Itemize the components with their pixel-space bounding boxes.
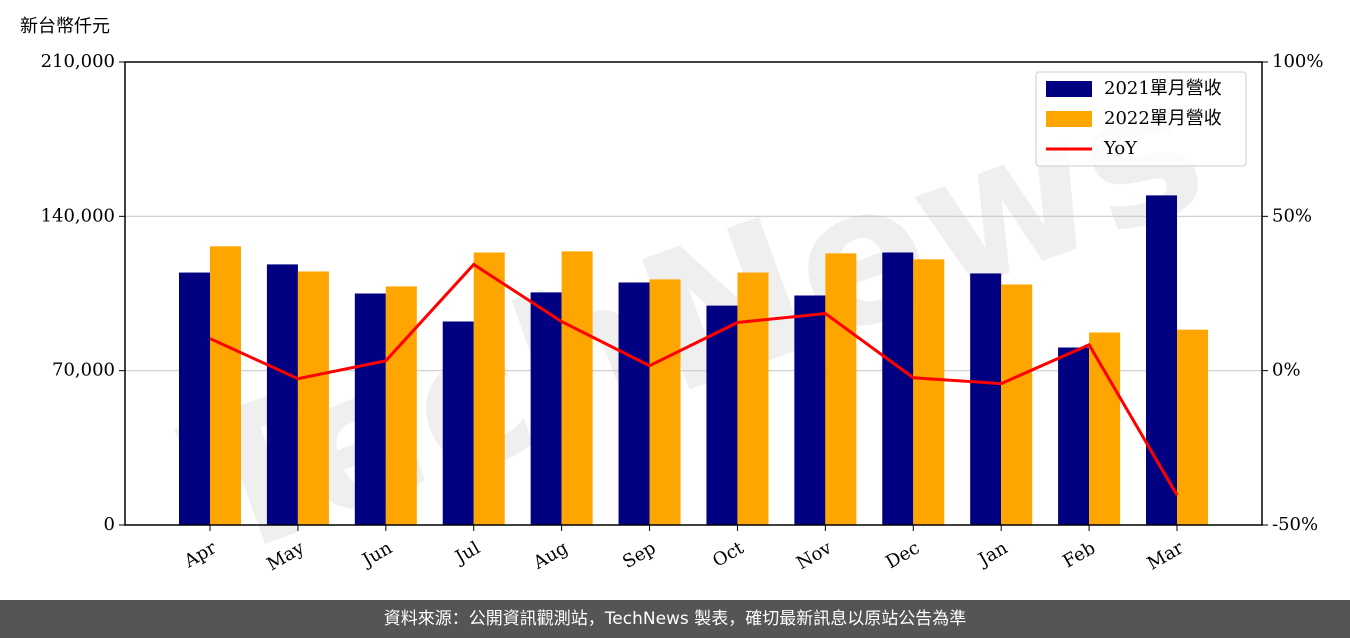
- x-tick-label: Dec: [882, 537, 923, 573]
- y2-tick-label: 0%: [1272, 360, 1301, 381]
- footer-bar: [0, 600, 1350, 638]
- bar: [561, 251, 593, 526]
- y-tick-label: 140,000: [41, 205, 115, 226]
- bar: [179, 272, 210, 525]
- bar: [882, 252, 914, 525]
- legend-swatch: [1046, 81, 1092, 97]
- plot-frame: [124, 61, 1263, 526]
- bar: [354, 293, 386, 525]
- bar: [530, 292, 562, 525]
- bar: [210, 246, 241, 525]
- bar: [618, 282, 650, 525]
- bar: [1146, 195, 1177, 525]
- bar: [649, 279, 681, 525]
- y2-tick-label: 100%: [1272, 51, 1323, 72]
- y-tick-label: 0: [104, 514, 115, 535]
- x-tick-label: Aug: [529, 537, 572, 574]
- y2-tick-label: -50%: [1272, 514, 1318, 535]
- legend-swatch: [1046, 111, 1092, 127]
- bar: [473, 252, 505, 525]
- bar: [385, 286, 417, 525]
- bar: [1177, 329, 1208, 525]
- y-tick-label: 210,000: [41, 51, 115, 72]
- bar: [1058, 347, 1090, 525]
- bar: [266, 264, 298, 525]
- bar: [706, 305, 738, 525]
- y-tick-label: 70,000: [52, 360, 115, 381]
- bar: [1001, 284, 1033, 525]
- legend-label: YoY: [1103, 138, 1138, 159]
- x-tick-label: Sep: [619, 537, 659, 572]
- x-tick-label: Feb: [1059, 537, 1099, 572]
- y-axis-label: 新台幣仟元: [20, 16, 110, 37]
- x-tick-label: Oct: [709, 537, 748, 572]
- legend-label: 2022單月營收: [1104, 108, 1222, 129]
- legend-label: 2021單月營收: [1104, 78, 1222, 99]
- line-series: [209, 262, 1179, 496]
- bar: [297, 271, 329, 525]
- x-tick-label: Nov: [793, 537, 836, 574]
- bar: [442, 321, 474, 525]
- legend: 2021單月營收 2022單月營收 YoY: [1035, 71, 1247, 167]
- bar: [1089, 332, 1121, 525]
- bar: [970, 273, 1002, 525]
- x-tick-label: Jul: [450, 537, 484, 569]
- bar: [825, 253, 857, 525]
- bar: [913, 259, 945, 525]
- x-tick-label: Mar: [1144, 537, 1188, 574]
- footer-source: 資料來源：公開資訊觀測站，TechNews 製表，確切最新訊息以原站公告為準: [384, 609, 966, 629]
- bar: [737, 272, 769, 525]
- x-tick-label: Jan: [973, 537, 1011, 571]
- y2-tick-label: 50%: [1272, 205, 1312, 226]
- bar: [794, 295, 826, 525]
